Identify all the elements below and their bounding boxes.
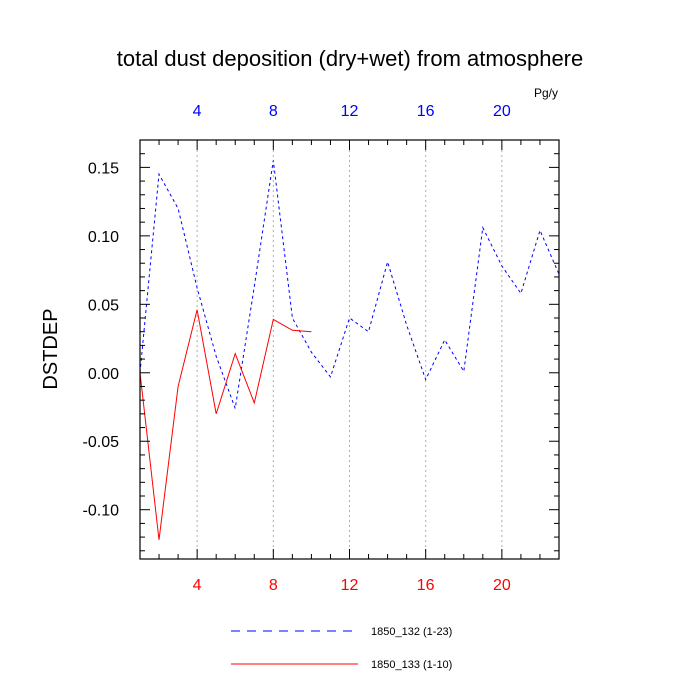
y-tick-label: -0.10 — [83, 503, 120, 520]
x-tick-label-bottom: 16 — [417, 577, 435, 594]
x-tick-label-top: 16 — [417, 103, 435, 120]
y-tick-label: -0.05 — [83, 434, 120, 451]
x-tick-label-bottom: 20 — [493, 577, 511, 594]
axis-ticks — [139, 139, 560, 559]
chart-title: total dust deposition (dry+wet) from atm… — [117, 46, 584, 71]
series-line-2 — [139, 309, 312, 540]
series-layer — [139, 160, 560, 540]
x-tick-label-bottom: 12 — [341, 577, 359, 594]
x-tick-label-top: 8 — [269, 103, 278, 120]
tick-labels: 4 4 8 8 12 12 16 16 20 20 0.15 0.10 0.05 0.00 -0.05 -0.… — [83, 103, 511, 594]
series-line-1 — [139, 160, 560, 409]
y-tick-label: 0.00 — [88, 366, 119, 383]
grid-lines — [196, 140, 503, 559]
x-tick-label-bottom: 8 — [269, 577, 278, 594]
y-axis-label: DSTDEP — [40, 308, 62, 389]
x-tick-label-top: 4 — [193, 103, 202, 120]
legend-label-2: 1850_133 (1-10) — [371, 659, 452, 671]
y-tick-label: 0.05 — [88, 297, 119, 314]
top-axis-units: Pg/y — [534, 86, 558, 100]
legend: 1850_132 (1-23) 1850_133 (1-10) — [231, 626, 452, 671]
x-tick-label-bottom: 4 — [193, 577, 202, 594]
x-tick-label-top: 12 — [341, 103, 359, 120]
y-tick-label: 0.15 — [88, 160, 119, 177]
legend-label-1: 1850_132 (1-23) — [371, 626, 452, 638]
y-tick-label: 0.10 — [88, 229, 119, 246]
x-tick-label-top: 20 — [493, 103, 511, 120]
